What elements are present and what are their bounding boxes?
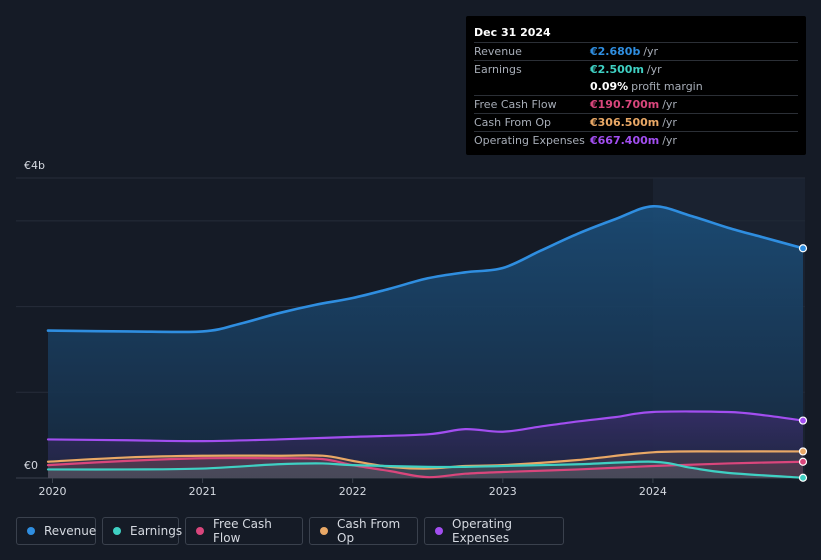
tooltip-row-unit: /yr [662,98,677,111]
tooltip-row-value: 0.09% [590,80,629,93]
tooltip-row-unit: /yr [646,63,662,76]
legend-item-revenue[interactable]: Revenue [16,517,96,545]
x-tick-label: 2021 [189,485,217,498]
tooltip-row-unit: /yr [662,116,677,129]
operating-expenses-area [48,411,803,478]
y-tick-label-top: €4b [24,159,45,172]
operating-expenses-endpoint [798,416,808,425]
earnings-area [48,461,803,478]
tooltip-row: Cash From Op €306.500m/yr [474,113,798,131]
tooltip-row-label: Revenue [474,45,522,58]
legend-label: Cash From Op [337,517,401,545]
revenue-endpoint [798,244,808,253]
x-tick-label: 2022 [339,485,367,498]
series-lines [46,204,805,479]
tooltip-row-label: Free Cash Flow [474,98,557,111]
revenue-line [46,204,805,334]
legend-label: Free Cash Flow [213,517,272,545]
legend-label: Revenue [44,524,97,538]
x-tick-label: 2024 [639,485,667,498]
x-tick-label: 2020 [39,485,67,498]
revenue-area [48,206,803,478]
legend-dot-icon [113,527,121,535]
legend-item-operating-expenses[interactable]: Operating Expenses [424,517,564,545]
cash-from-op-endpoint [798,447,808,456]
tooltip-date: Dec 31 2024 [474,26,551,39]
data-tooltip: Dec 31 2024 Revenue €2.680b/yr Earnings €2.… [466,16,806,155]
free-cash-flow-area [48,458,803,478]
y-tick-label-bottom: €0 [24,459,38,472]
legend-dot-icon [196,527,204,535]
tooltip-row: Earnings €2.500m/yr [474,60,798,78]
tooltip-row-unit: /yr [643,45,659,58]
tooltip-row-value: €306.500m [590,116,660,129]
tooltip-row-label: Operating Expenses [474,134,585,147]
operating-expenses-line [46,410,805,443]
free-cash-flow-endpoint [798,457,808,466]
tooltip-row-unit: /yr [662,134,677,147]
legend-dot-icon [320,527,328,535]
cash-from-op-line [46,450,805,470]
legend-label: Earnings [130,524,183,538]
legend-item-earnings[interactable]: Earnings [102,517,183,545]
earnings-endpoint [798,473,808,482]
free-cash-flow-line [46,456,805,479]
legend-item-cash-from-op[interactable]: Cash From Op [309,517,418,545]
tooltip-row-label [474,78,590,95]
x-tick-label: 2023 [489,485,517,498]
tooltip-row-value: €190.700m [590,98,660,111]
legend-dot-icon [435,527,443,535]
tooltip-rows: Revenue €2.680b/yr Earnings €2.500m/yr 0.09%… [474,42,798,149]
series-endpoints [798,244,808,482]
series-areas [48,206,803,478]
tooltip-row-label: Cash From Op [474,116,552,129]
tooltip-row: 0.09% profit margin [474,78,798,95]
tooltip-row-value: €2.500m [590,63,644,76]
tooltip-row-value: €667.400m [590,134,660,147]
tooltip-row-value: €2.680b [590,45,641,58]
legend-dot-icon [27,527,35,535]
x-axis-ticks: 2020 2021 2022 2023 2024 [39,478,667,498]
tooltip-row-unit: profit margin [631,80,703,93]
tooltip-row: Operating Expenses €667.400m/yr [474,131,798,149]
tooltip-row: Free Cash Flow €190.700m/yr [474,95,798,113]
legend-item-free-cash-flow[interactable]: Free Cash Flow [185,517,303,545]
tooltip-row-label: Earnings [474,63,522,76]
tooltip-row: Revenue €2.680b/yr [474,42,798,60]
earnings-line [46,460,805,479]
legend-label: Operating Expenses [452,517,512,545]
